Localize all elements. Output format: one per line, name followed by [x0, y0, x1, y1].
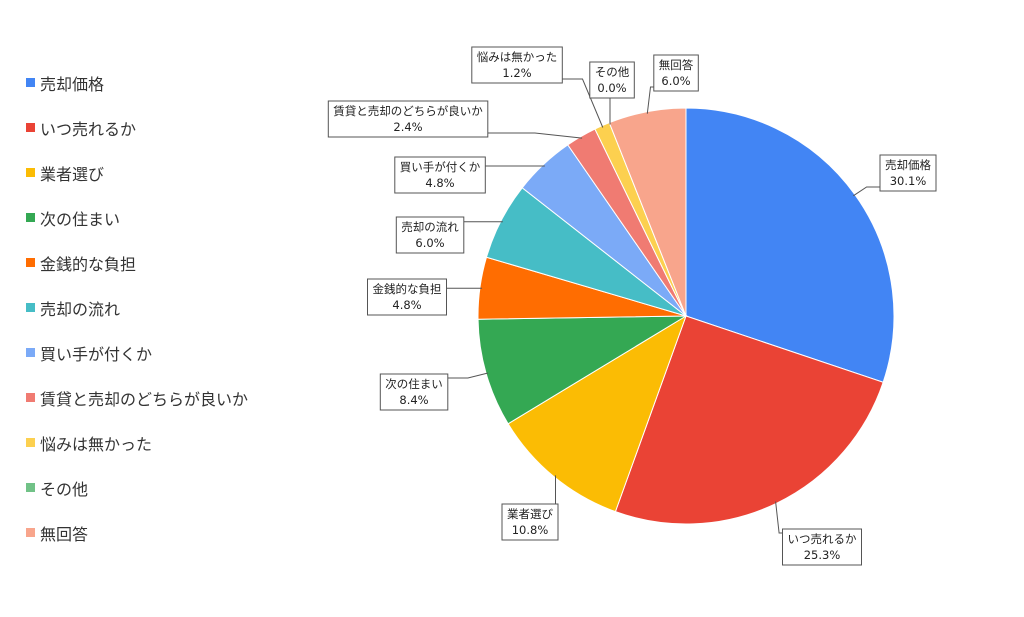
- legend-item: 賃貸と売却のどちらが良いか: [26, 375, 248, 420]
- legend-swatch: [26, 438, 35, 447]
- callout-leader-line: [853, 186, 880, 197]
- slice-label: その他: [595, 65, 630, 79]
- legend-swatch: [26, 213, 35, 222]
- legend-swatch: [26, 393, 35, 402]
- slice-value-label: 2.4%: [393, 120, 422, 134]
- legend-item: いつ売れるか: [26, 105, 248, 150]
- slice-label: 買い手が付くか: [400, 160, 481, 174]
- legend-item: 業者選び: [26, 150, 248, 195]
- legend-label: いつ売れるか: [40, 119, 137, 139]
- legend-item: 売却価格: [26, 60, 248, 105]
- callout-box: [782, 528, 862, 566]
- legend-label: 売却の流れ: [40, 299, 121, 319]
- legend-label: 業者選び: [40, 164, 105, 184]
- chart-legend: 売却価格いつ売れるか 業者選び次の住まい金銭的な負担 売却の流れ買い手が付くか賃貸と…: [26, 60, 248, 555]
- callout-box: [471, 46, 563, 84]
- pie-slice: [614, 315, 884, 525]
- pie-slice: [608, 107, 687, 317]
- slice-label: 悩みは無かった: [477, 50, 558, 64]
- callout-leader-line: [562, 78, 604, 128]
- legend-swatch: [26, 123, 35, 132]
- callout-box: [589, 61, 635, 99]
- legend-label: その他: [40, 479, 89, 499]
- legend-swatch: [26, 483, 35, 492]
- slice-value-label: 1.2%: [502, 66, 531, 80]
- legend-item: 買い手が付くか: [26, 330, 248, 375]
- legend-label: 売却価格: [40, 74, 105, 94]
- slice-value-label: 30.1%: [890, 174, 927, 188]
- slice-label: いつ売れるか: [788, 532, 857, 546]
- callout-box: [653, 54, 699, 92]
- callout-leader-line: [447, 372, 489, 379]
- data-labels: 売却価格 30.1% いつ売れるか 25.3% 業者選び 10.8% 次の住まい 8.4% 金銭…: [327, 46, 937, 566]
- legend-swatch: [26, 348, 35, 357]
- callout-leader-line: [646, 86, 654, 114]
- legend-item: 金銭的な負担: [26, 240, 248, 285]
- slice-label: 売却価格: [885, 158, 931, 172]
- slice-value-label: 25.3%: [804, 548, 841, 562]
- slice-value-label: 10.8%: [512, 523, 549, 537]
- slice-value-label: 6.0%: [661, 74, 690, 88]
- slice-value-label: 6.0%: [415, 236, 444, 250]
- callout-box: [327, 100, 489, 138]
- slice-label: 賃貸と売却のどちらが良いか: [333, 104, 483, 118]
- legend-swatch: [26, 258, 35, 267]
- legend-item: 次の住まい: [26, 195, 248, 240]
- slice-label: 金銭的な負担: [373, 282, 442, 296]
- legend-swatch: [26, 78, 35, 87]
- callout-box: [367, 278, 447, 316]
- slice-label: 業者選び: [507, 507, 553, 521]
- callout-box: [395, 216, 465, 254]
- legend-item: 売却の流れ: [26, 285, 248, 330]
- pie-slices: [477, 107, 895, 525]
- legend-swatch: [26, 168, 35, 177]
- legend-item: その他: [26, 465, 248, 510]
- callout-leader-line: [775, 501, 783, 534]
- legend-swatch: [26, 528, 35, 537]
- legend-label: 無回答: [40, 524, 89, 544]
- slice-label: 無回答: [659, 58, 694, 72]
- legend-label: 次の住まい: [40, 209, 121, 229]
- legend-swatch: [26, 303, 35, 312]
- slice-value-label: 4.8%: [425, 176, 454, 190]
- slice-value-label: 4.8%: [392, 298, 421, 312]
- legend-label: 買い手が付くか: [40, 344, 153, 364]
- legend-item: 悩みは無かった: [26, 420, 248, 465]
- slice-value-label: 0.0%: [597, 81, 626, 95]
- slice-value-label: 8.4%: [399, 393, 428, 407]
- legend-label: 賃貸と売却のどちらが良いか: [40, 389, 249, 409]
- pie-slice: [507, 314, 687, 513]
- legend-item: 無回答: [26, 510, 248, 555]
- slice-label: 売却の流れ: [401, 220, 459, 234]
- callout-box: [379, 373, 449, 411]
- callout-box: [501, 503, 559, 541]
- legend-label: 悩みは無かった: [40, 434, 153, 454]
- legend-label: 金銭的な負担: [40, 254, 137, 274]
- callout-leader-line: [487, 132, 583, 139]
- slice-label: 次の住まい: [385, 377, 443, 391]
- callout-box: [394, 156, 486, 194]
- callout-box: [879, 154, 937, 192]
